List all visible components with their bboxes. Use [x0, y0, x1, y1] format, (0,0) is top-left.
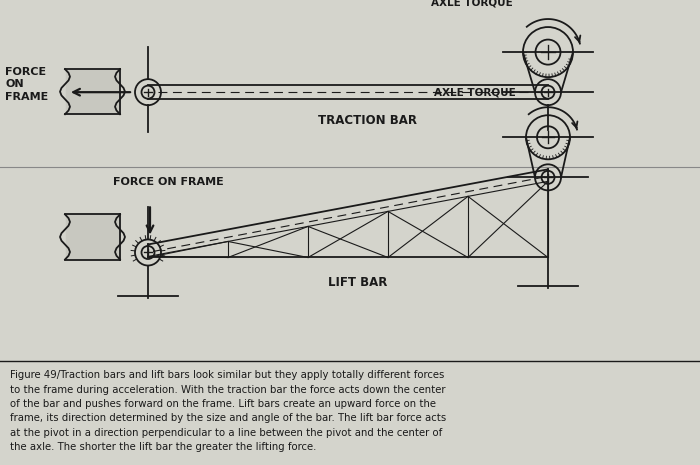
- Text: TRACTION BAR: TRACTION BAR: [318, 114, 417, 127]
- Text: FORCE
ON
FRAME: FORCE ON FRAME: [5, 67, 48, 101]
- Text: AXLE TORQUE: AXLE TORQUE: [431, 0, 513, 7]
- Text: Figure 49/Traction bars and lift bars look similar but they apply totally differ: Figure 49/Traction bars and lift bars lo…: [10, 370, 447, 452]
- Text: FORCE ON FRAME: FORCE ON FRAME: [113, 177, 224, 187]
- Bar: [66, 215, 119, 259]
- Bar: [66, 70, 119, 113]
- Text: AXLE TORQUE: AXLE TORQUE: [434, 87, 516, 97]
- Text: LIFT BAR: LIFT BAR: [328, 276, 388, 288]
